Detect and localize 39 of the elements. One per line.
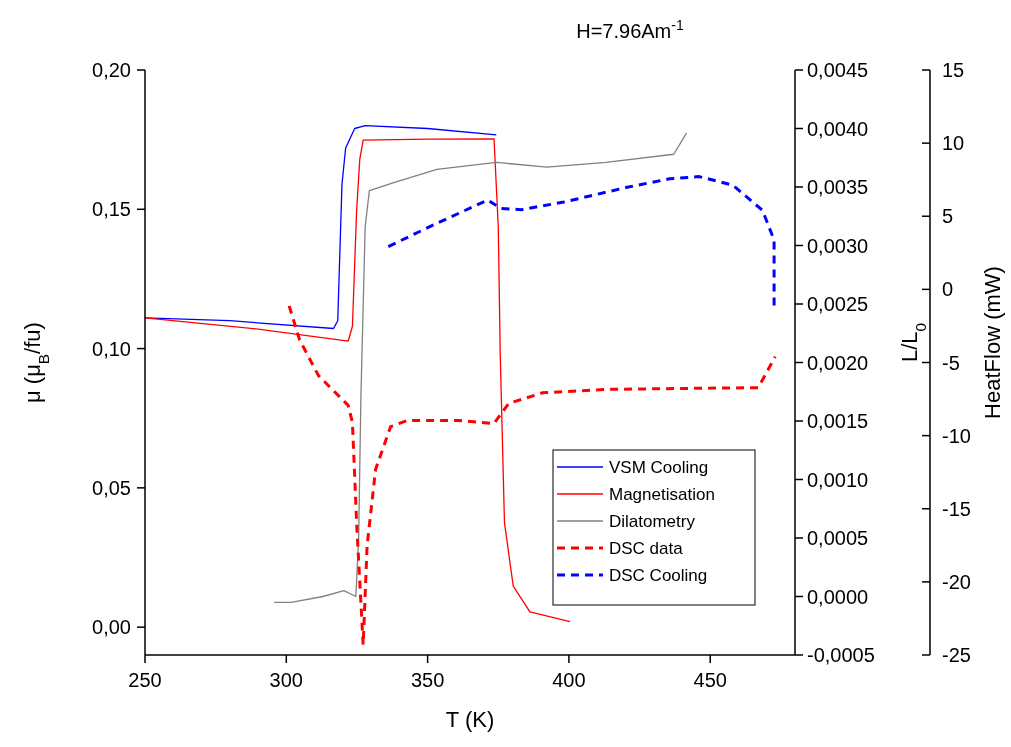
line-series — [144, 125, 497, 330]
x-axis-title: T (K) — [445, 707, 495, 732]
x-tick-label: 250 — [128, 669, 162, 691]
y3-tick-label: -10 — [942, 424, 971, 447]
y2-tick-label: 0,0045 — [807, 59, 869, 81]
y-tick-label: 0,10 — [92, 337, 131, 360]
x-tick-label: 300 — [269, 669, 303, 691]
y3-tick-label: -5 — [942, 351, 960, 374]
y3-tick-label: 15 — [942, 59, 965, 81]
y2-tick-label: 0,0020 — [807, 351, 869, 374]
x-tick-label: 450 — [693, 669, 727, 691]
y3-tick-label: 0 — [942, 278, 954, 301]
y2-tick-label: 0,0035 — [807, 176, 869, 198]
y-tick-label: 0,00 — [92, 616, 131, 639]
y2-tick-label: 0,0030 — [807, 234, 869, 257]
y-tick-label: 0,05 — [92, 476, 131, 499]
legend-label: VSM Cooling — [609, 458, 709, 477]
y2-tick-label: 0,0005 — [807, 527, 869, 549]
y3-tick-label: 5 — [942, 205, 954, 228]
chart-title: H=7.96Am$^{-1}$ — [576, 17, 684, 42]
y2-tick-label: 0,0015 — [807, 410, 869, 432]
y2-tick-label: 0,0000 — [807, 585, 869, 608]
y-tick-label: 0,15 — [92, 198, 131, 221]
y2-tick-label: 0,0010 — [807, 468, 869, 491]
y3-tick-label: -20 — [942, 570, 971, 593]
y-tick-label: 0,20 — [92, 59, 131, 81]
y3-tick-label: 10 — [942, 132, 965, 155]
y2-tick-label: 0,0025 — [807, 293, 869, 315]
legend-label: Dilatometry — [609, 512, 696, 531]
x-tick-label: 350 — [410, 669, 445, 691]
legend-label: DSC data — [609, 539, 684, 558]
x-tick-label: 400 — [552, 669, 586, 691]
y3-axis-title: HeatFlow (mW) — [980, 266, 1005, 419]
legend-label: Magnetisation — [609, 485, 715, 504]
legend-label: DSC Cooling — [609, 566, 708, 585]
y3-tick-label: -15 — [942, 497, 971, 520]
y3-tick-label: -25 — [942, 644, 971, 666]
y2-tick-label: -0,0005 — [807, 644, 875, 666]
y2-tick-label: 0,0040 — [807, 117, 869, 140]
